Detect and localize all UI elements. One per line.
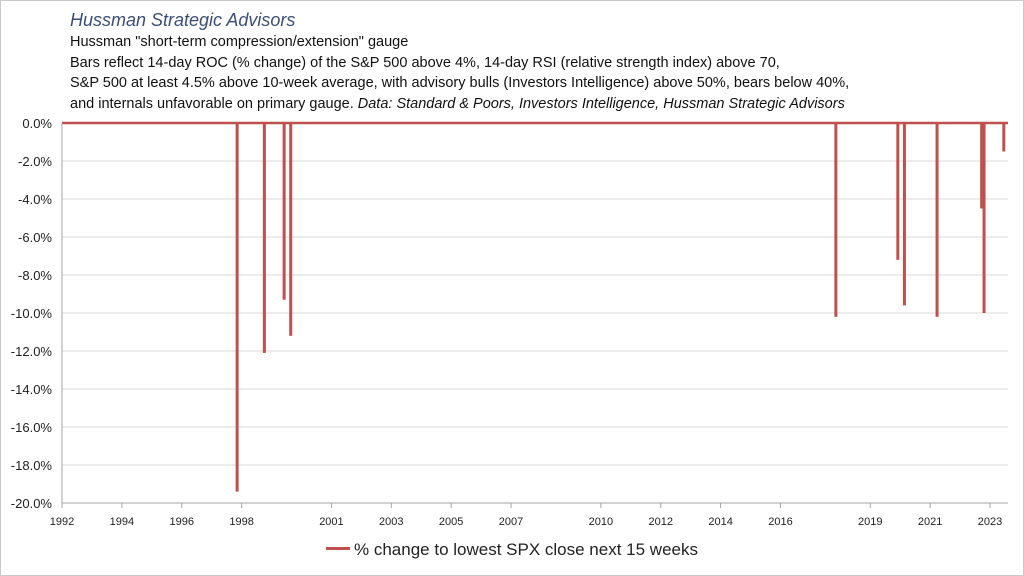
x-tick-label: 2021 xyxy=(918,516,942,528)
bar xyxy=(1002,123,1006,152)
chart-subtitle: Hussman "short-term compression/extensio… xyxy=(70,34,409,50)
x-tick-label: 1996 xyxy=(170,516,194,528)
x-tick-label: 1998 xyxy=(229,516,253,528)
bar xyxy=(289,123,293,336)
y-tick-label: -4.0% xyxy=(18,192,52,207)
chart-description-line-3: and internals unfavorable on primary gau… xyxy=(70,94,1010,115)
y-tick-label: 0.0% xyxy=(22,116,52,131)
y-tick-label: -20.0% xyxy=(11,496,53,511)
axes xyxy=(61,121,1008,508)
data-source-note: Data: Standard & Poors, Investors Intell… xyxy=(357,95,845,112)
legend-swatch xyxy=(326,547,351,551)
y-tick-label: -12.0% xyxy=(11,344,53,359)
bar xyxy=(282,123,286,300)
y-tick-label: -16.0% xyxy=(11,420,53,435)
chart-title: Hussman Strategic Advisors xyxy=(70,10,296,30)
y-tick-label: -14.0% xyxy=(11,382,53,397)
bar xyxy=(935,123,939,317)
chart-description-line-1: Bars reflect 14-day ROC (% change) of th… xyxy=(70,54,780,71)
bar xyxy=(980,123,984,209)
x-tick-label: 2007 xyxy=(499,516,523,528)
x-tick-label: 1992 xyxy=(50,516,74,528)
x-tick-label: 2001 xyxy=(319,516,343,528)
legend-label: % change to lowest SPX close next 15 wee… xyxy=(354,540,698,559)
y-axis-tick-labels: 0.0% -2.0% -4.0% -6.0% -8.0% -10.0% -12.0% -14.… xyxy=(11,116,53,511)
x-tick-label: 1994 xyxy=(110,516,134,528)
y-tick-label: -6.0% xyxy=(18,230,52,245)
x-tick-label: 2010 xyxy=(589,516,613,528)
bar xyxy=(834,123,838,317)
bars xyxy=(235,123,1006,492)
x-tick-label: 2023 xyxy=(978,516,1002,528)
chart-description-line-2: S&P 500 at least 4.5% above 10-week aver… xyxy=(70,75,850,91)
y-tick-label: -8.0% xyxy=(18,268,52,283)
legend: % change to lowest SPX close next 15 wee… xyxy=(0,540,1024,560)
x-axis-tick-labels: 1992 1994 1996 1998 2001 2003 2005 2007 2010 2012… xyxy=(50,516,1003,528)
y-tick-label: -10.0% xyxy=(11,306,53,321)
bar xyxy=(902,123,906,306)
y-tick-label: -2.0% xyxy=(18,154,52,169)
bar xyxy=(235,123,239,492)
bar xyxy=(896,123,900,260)
y-tick-label: -18.0% xyxy=(11,458,53,473)
chart-header: Hussman Strategic Advisors Hussman "shor… xyxy=(70,8,1010,114)
bar xyxy=(262,123,266,353)
x-tick-label: 2014 xyxy=(708,516,732,528)
x-tick-label: 2016 xyxy=(768,516,792,528)
x-tick-label: 2012 xyxy=(648,516,672,528)
x-tick-label: 2019 xyxy=(858,516,882,528)
description-text: and internals unfavorable on primary gau… xyxy=(70,95,358,112)
x-tick-label: 2003 xyxy=(379,516,403,528)
x-tick-label: 2005 xyxy=(439,516,463,528)
gridlines xyxy=(62,160,1008,504)
bar xyxy=(982,123,986,313)
